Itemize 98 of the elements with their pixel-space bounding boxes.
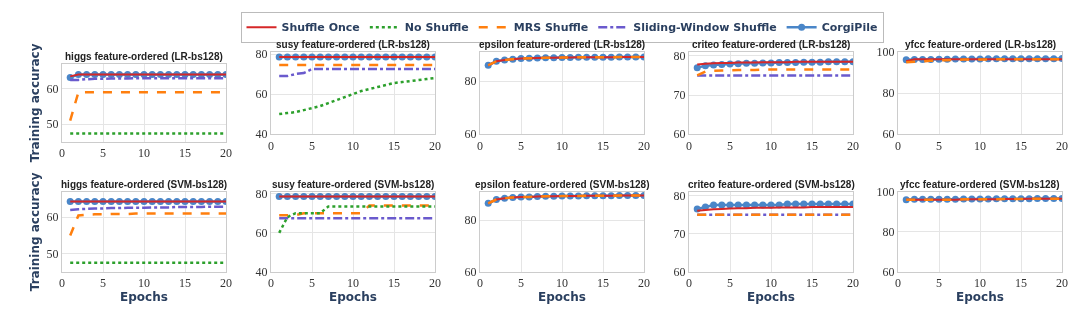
x-tick-label: 0: [477, 276, 483, 291]
x-tick-label: 20: [220, 146, 232, 161]
legend-label: MRS Shuffle: [513, 21, 589, 35]
x-tick-label: 10: [556, 276, 568, 291]
y-tick-label: 40: [255, 127, 268, 142]
x-tick-label: 5: [936, 138, 942, 153]
x-tick-label: 20: [429, 138, 441, 153]
x-tick-label: 20: [638, 276, 650, 291]
x-tick-label: 20: [638, 138, 650, 153]
x-tick-label: 10: [347, 276, 359, 291]
x-tick-label: 10: [556, 138, 568, 153]
x-tick-label: 0: [686, 276, 692, 291]
x-tick-label: 20: [1056, 138, 1068, 153]
y-tick-label: 60: [46, 210, 59, 225]
chart-title: yfcc feature-ordered (LR-bs128): [905, 39, 1057, 50]
x-tick-label: 5: [727, 138, 733, 153]
y-tick-label: 80: [255, 47, 268, 62]
x-tick-label: 20: [429, 276, 441, 291]
x-tick-label: 15: [179, 276, 191, 291]
x-tick-label: 15: [388, 276, 400, 291]
y-tick-label: 60: [673, 127, 686, 142]
x-tick-label: 5: [936, 276, 942, 291]
y-tick-label: 50: [46, 117, 59, 132]
y-tick-label: 60: [46, 81, 59, 96]
x-tick-label: 5: [518, 276, 524, 291]
x-axis-title: Epochs: [120, 290, 168, 305]
y-tick-label: 70: [673, 88, 686, 103]
x-tick-label: 10: [974, 138, 986, 153]
x-tick-label: 5: [309, 276, 315, 291]
x-tick-label: 20: [1056, 276, 1068, 291]
x-tick-label: 20: [847, 138, 859, 153]
y-axis-title: Training accuracy: [27, 43, 42, 163]
y-tick-label: 80: [882, 225, 895, 240]
y-axis-title: Training accuracy: [27, 172, 42, 292]
chart-title: criteo feature-ordered (SVM-bs128): [688, 179, 855, 190]
x-tick-label: 15: [806, 138, 818, 153]
x-axis-title: Epochs: [538, 290, 586, 305]
y-tick-label: 80: [882, 86, 895, 101]
chart-title: higgs feature-ordered (LR-bs128): [65, 51, 223, 62]
y-tick-label: 80: [673, 49, 686, 64]
x-tick-label: 10: [974, 276, 986, 291]
y-tick-label: 60: [464, 265, 477, 280]
x-tick-label: 15: [597, 138, 609, 153]
legend-label: No Shuffle: [404, 21, 469, 35]
y-tick-label: 60: [464, 127, 477, 142]
x-tick-label: 10: [765, 138, 777, 153]
y-tick-label: 60: [255, 226, 268, 241]
y-tick-label: 80: [464, 74, 477, 89]
chart-title: susy feature-ordered (LR-bs128): [276, 39, 430, 50]
y-tick-label: 60: [673, 265, 686, 280]
y-tick-label: 80: [673, 188, 686, 203]
legend-label: Sliding-Window Shuffle: [633, 21, 777, 35]
x-tick-label: 20: [220, 276, 232, 291]
x-tick-label: 20: [847, 276, 859, 291]
x-tick-label: 0: [477, 138, 483, 153]
x-axis-title: Epochs: [747, 290, 795, 305]
y-tick-label: 40: [255, 265, 268, 280]
y-tick-label: 60: [255, 87, 268, 102]
legend-label: CorgiPile: [821, 21, 878, 35]
y-tick-label: 80: [255, 186, 268, 201]
x-tick-label: 5: [727, 276, 733, 291]
x-axis-title: Epochs: [956, 290, 1004, 305]
x-tick-label: 0: [59, 276, 65, 291]
x-tick-label: 10: [765, 276, 777, 291]
y-tick-label: 60: [882, 127, 895, 142]
chart-title: susy feature-ordered (SVM-bs128): [272, 179, 435, 190]
y-tick-label: 100: [876, 184, 895, 199]
legend-label: Shuffle Once: [281, 21, 360, 35]
x-tick-label: 10: [347, 138, 359, 153]
chart-title: criteo feature-ordered (LR-bs128): [692, 39, 851, 50]
y-tick-label: 60: [882, 265, 895, 280]
chart-title: yfcc feature-ordered (SVM-bs128): [900, 179, 1060, 190]
x-axis-title: Epochs: [329, 290, 377, 305]
chart-title: epsilon feature-ordered (SVM-bs128): [475, 179, 650, 190]
x-tick-label: 5: [309, 138, 315, 153]
x-tick-label: 15: [179, 146, 191, 161]
x-tick-label: 15: [597, 276, 609, 291]
x-tick-label: 5: [100, 276, 106, 291]
x-tick-label: 15: [1015, 276, 1027, 291]
x-tick-label: 15: [806, 276, 818, 291]
chart-title: higgs feature-ordered (SVM-bs128): [61, 179, 228, 190]
x-tick-label: 10: [138, 276, 150, 291]
x-tick-label: 15: [388, 138, 400, 153]
x-tick-label: 0: [686, 138, 692, 153]
x-tick-label: 15: [1015, 138, 1027, 153]
x-tick-label: 0: [895, 276, 901, 291]
x-tick-label: 10: [138, 146, 150, 161]
x-tick-label: 0: [268, 138, 274, 153]
chart-title: epsilon feature-ordered (LR-bs128): [479, 39, 646, 50]
x-tick-label: 0: [59, 146, 65, 161]
y-tick-label: 100: [876, 45, 895, 60]
x-tick-label: 0: [268, 276, 274, 291]
x-tick-label: 5: [100, 146, 106, 161]
x-tick-label: 5: [518, 138, 524, 153]
y-tick-label: 70: [673, 226, 686, 241]
y-tick-label: 50: [46, 246, 59, 261]
x-tick-label: 0: [895, 138, 901, 153]
y-tick-label: 80: [464, 213, 477, 228]
